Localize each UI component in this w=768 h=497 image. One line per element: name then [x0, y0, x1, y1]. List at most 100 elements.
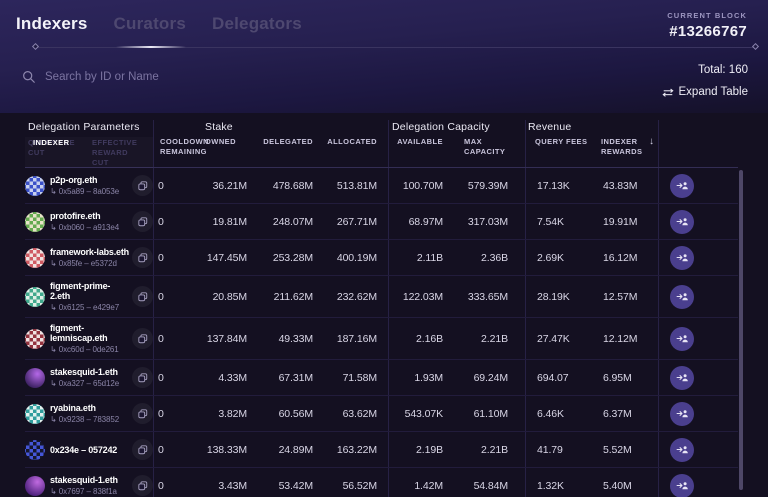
indexer-name[interactable]: framework-labs.eth [50, 247, 129, 257]
copy-address-button[interactable] [132, 475, 153, 496]
table-row[interactable]: figment-prime-2.eth ↳ 0x6125 – e429e7 0 … [25, 276, 738, 318]
col-header-available[interactable]: AVAILABLE [397, 137, 443, 146]
col-header-cooldown-remaining[interactable]: COOLDOWN REMAINING [160, 137, 210, 156]
column-header-row: QUERY FEE CUT EFFECTIVE REWARD CUT INDEX… [25, 137, 738, 168]
tab-delegators[interactable]: Delegators [211, 14, 302, 33]
available-value: 122.03M [402, 290, 443, 303]
allocated-value: 163.22M [336, 443, 377, 456]
col-header-max-capacity[interactable]: MAX CAPACITY [464, 137, 506, 156]
table-row[interactable]: protofire.eth ↳ 0xb060 – a913e4 0 19.81M… [25, 204, 738, 240]
query-fees-value: 17.13K [537, 179, 570, 192]
top-header: Indexers Curators Delegators CURRENT BLO… [0, 0, 768, 113]
current-block: CURRENT BLOCK #13266767 [667, 11, 747, 40]
indexer-name[interactable]: protofire.eth [50, 211, 101, 221]
delegate-button[interactable] [670, 326, 694, 351]
indexer-address: ↳ 0x5a89 – 8a053e [50, 187, 120, 196]
col-header-allocated[interactable]: ALLOCATED [327, 137, 377, 146]
delegate-button[interactable] [670, 245, 694, 270]
max-capacity-value: 54.84M [473, 479, 509, 492]
delegate-button[interactable] [670, 365, 694, 390]
owned-value: 138.33M [206, 443, 247, 456]
delegate-button[interactable] [670, 209, 694, 234]
group-revenue: Revenue [528, 121, 572, 133]
tab-curators[interactable]: Curators [113, 14, 186, 33]
indexer-cell: protofire.eth ↳ 0xb060 – a913e4 [25, 206, 153, 237]
expand-table-button[interactable]: Expand Table [661, 86, 748, 98]
indexer-name[interactable]: figment-prime-2.eth [50, 281, 111, 301]
table-row[interactable]: p2p-org.eth ↳ 0x5a89 – 8a053e 0 36.21M 4… [25, 168, 738, 204]
table-row[interactable]: stakesquid-1.eth ↳ 0xa327 – 65d12e 0 4.3… [25, 360, 738, 396]
owned-value: 147.45M [206, 251, 247, 264]
allocated-value: 63.62M [342, 407, 378, 420]
copy-address-button[interactable] [132, 175, 153, 196]
indexer-address: ↳ 0x9238 – 783852 [50, 415, 120, 424]
cooldown-value: 0 [158, 407, 164, 420]
col-header-indexer-rewards[interactable]: INDEXER REWARDS ↓ [601, 136, 655, 157]
allocated-value: 232.62M [336, 290, 377, 303]
query-fees-value: 41.79 [537, 443, 563, 456]
query-fees-value: 694.07 [537, 371, 569, 384]
indexer-name[interactable]: ryabina.eth [50, 403, 96, 413]
delegate-button[interactable] [670, 437, 694, 462]
tab-indexers[interactable]: Indexers [16, 14, 88, 33]
table-row[interactable]: figment-lemniscap.eth ↳ 0xc60d – 0de261 … [25, 318, 738, 360]
delegated-value: 67.31M [278, 371, 314, 384]
indexer-address: ↳ 0xc60d – 0de261 [50, 345, 119, 354]
copy-address-button[interactable] [132, 247, 153, 268]
indexer-address: ↳ 0x85fe – e5372d [50, 259, 117, 268]
delegate-button[interactable] [670, 473, 694, 497]
cooldown-value: 0 [158, 371, 164, 384]
indexer-cell: figment-lemniscap.eth ↳ 0xc60d – 0de261 [25, 318, 153, 359]
table-row[interactable]: stakesquid-1.eth ↳ 0x7697 – 838f1a 0 3.4… [25, 468, 738, 497]
copy-icon [137, 216, 147, 226]
indexer-name[interactable]: stakesquid-1.eth [50, 367, 118, 377]
copy-icon [137, 180, 147, 190]
col-header-delegated[interactable]: DELEGATED [263, 137, 313, 146]
available-value: 2.16B [416, 332, 443, 345]
indexer-avatar [25, 367, 45, 388]
cooldown-value: 0 [158, 290, 164, 303]
copy-address-button[interactable] [132, 286, 153, 307]
delegated-value: 211.62M [273, 290, 313, 303]
query-fees-value: 7.54K [537, 215, 564, 228]
col-header-query-fees[interactable]: QUERY FEES [535, 137, 588, 146]
copy-address-button[interactable] [132, 367, 153, 388]
copy-address-button[interactable] [132, 403, 153, 424]
table-row[interactable]: 0x234e – 057242 0 138.33M 24.89M 163.22M… [25, 432, 738, 468]
indexer-name[interactable]: p2p-org.eth [50, 175, 98, 185]
indexer-name[interactable]: 0x234e – 057242 [50, 444, 118, 455]
indexer-cell: figment-prime-2.eth ↳ 0x6125 – e429e7 [25, 276, 153, 317]
table-row[interactable]: framework-labs.eth ↳ 0x85fe – e5372d 0 1… [25, 240, 738, 276]
indexer-cell: 0x234e – 057242 [25, 434, 153, 465]
col-header-indexer: QUERY FEE CUT EFFECTIVE REWARD CUT INDEX… [25, 137, 153, 168]
table-row[interactable]: ryabina.eth ↳ 0x9238 – 783852 0 3.82M 60… [25, 396, 738, 432]
cooldown-value: 0 [158, 479, 164, 492]
copy-address-button[interactable] [132, 211, 153, 232]
group-delegation-capacity: Delegation Capacity [392, 121, 490, 133]
search-input[interactable] [45, 71, 345, 83]
allocated-value: 400.19M [336, 251, 377, 264]
indexer-name[interactable]: figment-lemniscap.eth [50, 323, 108, 343]
delegate-button[interactable] [670, 173, 694, 198]
vertical-scrollbar[interactable] [739, 170, 743, 490]
sort-descending-icon[interactable]: ↓ [649, 136, 655, 147]
indexer-name[interactable]: stakesquid-1.eth [50, 475, 118, 485]
delegate-button[interactable] [670, 401, 694, 426]
delegate-button[interactable] [670, 284, 694, 309]
delegate-arrow-person-icon [676, 410, 688, 418]
copy-address-button[interactable] [132, 439, 153, 460]
max-capacity-value: 317.03M [467, 215, 508, 228]
delegate-cell [658, 437, 738, 462]
indexer-rewards-value: 6.95M [603, 371, 632, 384]
indexer-rewards-value: 16.12M [603, 251, 638, 264]
col-header-indexer-label[interactable]: INDEXER [33, 138, 70, 147]
main-tabs: Indexers Curators Delegators [16, 14, 302, 34]
copy-address-button[interactable] [132, 328, 153, 349]
column-divider [153, 120, 154, 497]
indexer-rewards-value: 19.91M [603, 215, 638, 228]
delegate-cell [658, 284, 738, 309]
cooldown-value: 0 [158, 443, 164, 456]
allocated-value: 71.58M [342, 371, 378, 384]
col-header-owned[interactable]: OWNED [205, 137, 236, 146]
copy-icon [137, 252, 147, 262]
